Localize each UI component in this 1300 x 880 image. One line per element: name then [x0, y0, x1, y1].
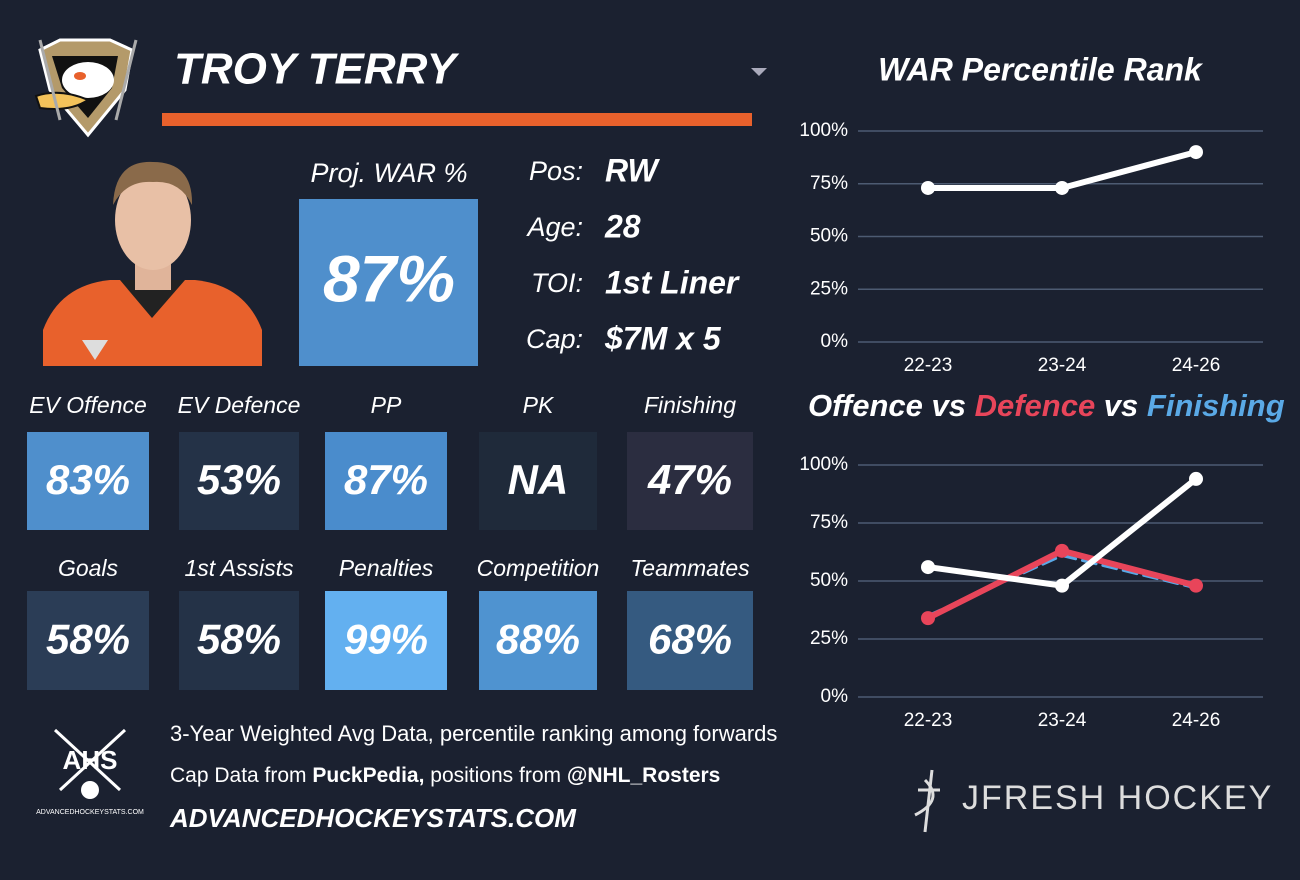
- footer-note: 3-Year Weighted Avg Data, percentile ran…: [170, 721, 777, 746]
- point: [1189, 471, 1203, 486]
- stat-value: 87%: [344, 456, 428, 503]
- credit-part: Cap Data from: [170, 764, 312, 787]
- ahs-logo-caption: ADVANCEDHOCKEYSTATS.COM: [36, 809, 144, 816]
- stat-label: Penalties: [339, 555, 434, 581]
- legend-entry: Defence: [975, 388, 1096, 423]
- stat-tile: [179, 432, 299, 530]
- y-tick-label: 50%: [810, 226, 848, 247]
- stat-tile: [479, 432, 597, 530]
- title-joiner: vs: [923, 388, 975, 423]
- footer-credits: Cap Data from PuckPedia, positions from …: [170, 764, 720, 787]
- point: [1055, 578, 1069, 593]
- y-tick-label: 50%: [810, 570, 848, 591]
- y-tick-label: 25%: [810, 278, 848, 299]
- y-tick-label: 100%: [799, 120, 848, 141]
- credit-part: PuckPedia,: [312, 764, 424, 787]
- stat-label: EV Offence: [29, 392, 147, 418]
- legend-entry: Finishing: [1147, 388, 1285, 423]
- y-tick-label: 75%: [810, 173, 848, 194]
- info-value: 28: [604, 208, 641, 244]
- projection-box: [299, 199, 478, 366]
- stat-value: 88%: [496, 616, 580, 663]
- ahs-logo: [53, 728, 127, 799]
- point: [921, 611, 935, 626]
- info-label: Cap:: [526, 324, 583, 354]
- legend-entry: Offence: [808, 388, 923, 423]
- info-label: Pos:: [529, 156, 583, 186]
- chart-title: WAR Percentile Rank: [878, 51, 1204, 87]
- x-tick-label: 23-24: [1038, 355, 1087, 376]
- stat-value: NA: [508, 456, 569, 503]
- y-tick-label: 25%: [810, 628, 848, 649]
- point: [921, 560, 935, 575]
- info-value: RW: [605, 152, 661, 188]
- stat-label: Competition: [477, 555, 600, 581]
- x-tick-label: 22-23: [904, 710, 953, 731]
- credit-part: @NHL_Rosters: [567, 764, 721, 787]
- player-photo: [43, 160, 262, 366]
- stat-value: 53%: [197, 456, 281, 503]
- ahs-logo-text: AHS: [63, 745, 118, 775]
- title-joiner: vs: [1095, 388, 1147, 423]
- chart-title: Offence vs Defence vs Finishing: [808, 388, 1285, 423]
- name-underline: [162, 113, 752, 126]
- stat-value: 58%: [46, 616, 130, 663]
- stat-tile: [179, 591, 299, 690]
- stat-label: PK: [523, 392, 555, 418]
- stat-tile: [325, 432, 447, 530]
- stat-label: 1st Assists: [184, 555, 294, 581]
- y-tick-label: 75%: [810, 512, 848, 533]
- info-label: Age:: [525, 212, 583, 242]
- stat-label: EV Defence: [178, 392, 301, 418]
- stat-tile: [325, 591, 447, 690]
- footer-website: ADVANCEDHOCKEYSTATS.COM: [169, 803, 577, 833]
- stat-label: Teammates: [630, 555, 750, 581]
- projection-label: Proj. WAR %: [310, 158, 467, 188]
- point: [1055, 543, 1069, 558]
- point: [1055, 180, 1069, 195]
- y-tick-label: 100%: [799, 454, 848, 475]
- brand-name: JFRESH HOCKEY: [962, 779, 1273, 817]
- info-label: TOI:: [531, 268, 583, 298]
- dropdown-arrow[interactable]: [751, 68, 767, 76]
- stat-label: Finishing: [644, 392, 736, 418]
- stat-tile: [627, 591, 753, 690]
- stat-label: PP: [371, 392, 402, 418]
- point: [921, 180, 935, 195]
- y-tick-label: 0%: [821, 331, 849, 352]
- info-value: 1st Liner: [605, 264, 740, 300]
- stat-tile: [27, 591, 149, 690]
- stat-value: 47%: [647, 456, 732, 503]
- stat-label: Goals: [58, 555, 119, 581]
- point: [1189, 578, 1203, 593]
- credit-part: positions from: [424, 764, 566, 787]
- player-name: TROY TERRY: [174, 45, 460, 94]
- y-tick-label: 0%: [821, 686, 849, 707]
- x-tick-label: 24-26: [1172, 710, 1221, 731]
- stat-value: 58%: [197, 616, 281, 663]
- info-value: $7M x 5: [604, 320, 722, 356]
- brand-icon: [914, 769, 940, 833]
- stat-tile: [479, 591, 597, 690]
- projection-value: 87%: [323, 241, 455, 315]
- x-tick-label: 22-23: [904, 355, 953, 376]
- stat-value: 99%: [344, 616, 428, 663]
- x-tick-label: 24-26: [1172, 355, 1221, 376]
- point: [1189, 145, 1203, 160]
- x-tick-label: 23-24: [1038, 710, 1087, 731]
- stat-value: 83%: [46, 456, 130, 503]
- team-logo: [34, 38, 138, 138]
- stat-value: 68%: [648, 616, 732, 663]
- stat-tile: [27, 432, 149, 530]
- stat-tile: [627, 432, 753, 530]
